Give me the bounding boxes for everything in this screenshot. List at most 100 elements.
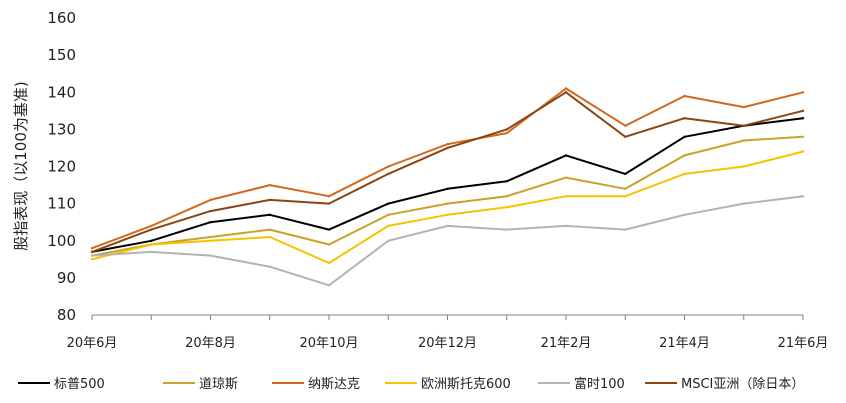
y-tick-label: 160 <box>47 9 76 27</box>
data-point <box>327 202 331 205</box>
legend-label: 欧洲斯托克600 <box>421 377 511 392</box>
y-tick-label: 90 <box>57 269 76 287</box>
data-point <box>268 183 271 187</box>
data-point <box>801 195 805 198</box>
data-point <box>683 94 686 98</box>
legend-label: 富时100 <box>574 376 625 392</box>
data-point <box>564 91 568 94</box>
data-point <box>209 209 212 213</box>
data-point <box>742 165 745 168</box>
data-point <box>387 165 390 168</box>
x-tick-label: 20年6月 <box>67 336 118 351</box>
data-point <box>268 228 271 231</box>
series-line-1 <box>91 135 804 257</box>
x-tick-label: 21年2月 <box>541 336 592 351</box>
data-point <box>150 250 153 254</box>
y-tick-label: 140 <box>47 83 76 101</box>
data-point <box>801 109 805 113</box>
data-point <box>683 154 686 157</box>
legend-label: 标普500 <box>54 377 105 392</box>
y-axis: 80 90 100 110 120 130 140 150 160 <box>47 9 76 324</box>
data-point <box>683 135 686 138</box>
data-point <box>742 124 745 127</box>
data-point <box>327 261 331 265</box>
data-point <box>150 228 153 231</box>
data-point <box>327 284 331 287</box>
data-point <box>150 243 153 246</box>
data-point <box>624 172 627 176</box>
data-point <box>387 213 390 216</box>
data-point <box>801 117 805 120</box>
data-point <box>624 124 627 127</box>
legend-label: 道琼斯 <box>199 377 238 392</box>
data-point <box>327 243 331 246</box>
data-point <box>268 213 271 216</box>
x-tick-label: 21年6月 <box>778 336 829 351</box>
y-tick-label: 130 <box>47 120 76 138</box>
data-point <box>505 128 508 131</box>
data-point <box>268 198 271 202</box>
series-layer <box>90 87 805 287</box>
x-tick-label: 20年8月 <box>185 336 236 351</box>
y-tick-label: 150 <box>47 46 76 64</box>
data-point <box>624 135 627 138</box>
y-tick-label: 120 <box>47 158 76 176</box>
data-point <box>801 135 805 138</box>
data-point <box>624 228 627 231</box>
data-point <box>624 195 627 198</box>
data-point <box>505 131 508 135</box>
data-point <box>387 239 390 242</box>
data-point <box>446 213 449 216</box>
data-point <box>150 239 153 242</box>
data-point <box>90 258 94 261</box>
data-point <box>90 250 94 254</box>
data-point <box>446 146 449 150</box>
y-tick-label: 100 <box>47 232 76 250</box>
data-point <box>209 221 212 224</box>
data-point <box>209 239 212 242</box>
data-point <box>564 176 568 179</box>
data-point <box>742 202 745 205</box>
legend: 标普500 道琼斯 纳斯达克 欧洲斯托克600 富时100 MSCI亚洲（除日本） <box>18 376 804 392</box>
data-point <box>505 195 508 198</box>
data-point <box>624 187 627 190</box>
data-point <box>327 195 331 198</box>
data-point <box>387 224 390 228</box>
data-point <box>387 202 390 205</box>
data-point <box>564 224 568 228</box>
series-line-3 <box>91 150 804 264</box>
data-point <box>683 213 686 216</box>
data-point <box>446 224 449 228</box>
data-point <box>150 224 153 228</box>
data-point <box>387 172 390 176</box>
data-point <box>268 265 271 268</box>
series-line-0 <box>91 117 804 253</box>
data-point <box>801 150 805 153</box>
legend-label: MSCI亚洲（除日本） <box>681 377 804 392</box>
data-point <box>742 139 745 142</box>
data-point <box>505 180 508 183</box>
data-point <box>209 198 212 202</box>
legend-label: 纳斯达克 <box>308 377 360 392</box>
data-point <box>683 172 686 176</box>
x-tick-label: 21年4月 <box>659 336 710 351</box>
data-point <box>446 202 449 205</box>
data-point <box>683 117 686 120</box>
data-point <box>90 247 94 250</box>
data-point <box>505 228 508 231</box>
y-axis-label: 股指表现（以100为基准) <box>12 81 30 250</box>
y-tick-label: 110 <box>47 195 76 213</box>
data-point <box>801 91 805 94</box>
y-tick-label: 80 <box>57 306 76 324</box>
data-point <box>268 235 271 239</box>
x-tick-label: 20年12月 <box>418 336 477 351</box>
data-point <box>209 235 212 239</box>
data-point <box>446 187 449 190</box>
series-line-2 <box>91 87 804 250</box>
data-point <box>564 87 568 90</box>
data-point <box>209 254 212 257</box>
data-point <box>505 206 508 209</box>
data-point <box>742 105 745 109</box>
data-point <box>327 228 331 231</box>
